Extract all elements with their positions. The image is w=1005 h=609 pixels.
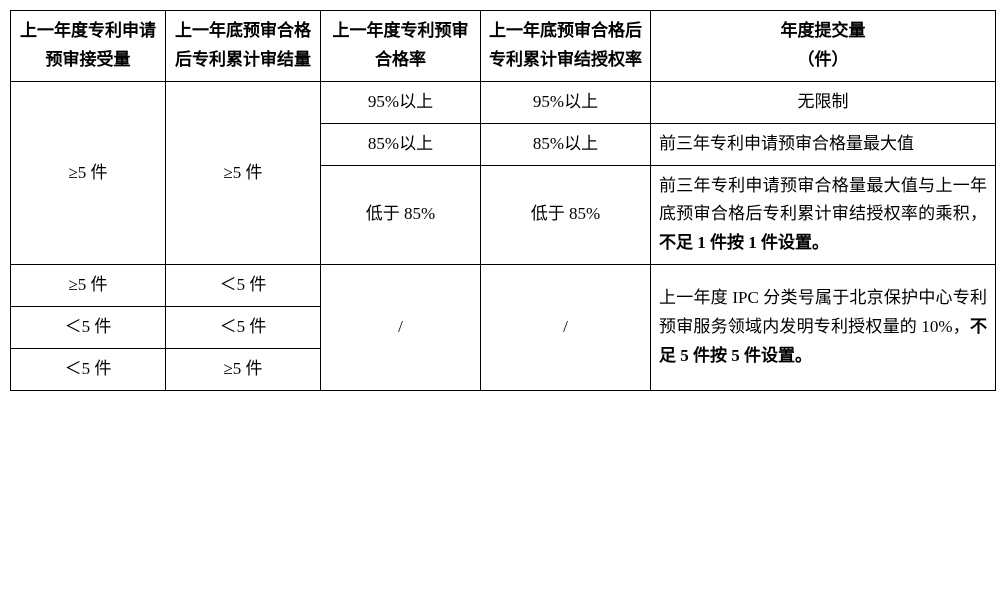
cell-rate-95: 95%以上 xyxy=(321,81,481,123)
col-header-2: 上一年底预审合格后专利累计审结量 xyxy=(166,11,321,82)
table-row: ≥5 件 ＜5 件 / / 上一年度 IPC 分类号属于北京保护中心专利预审服务… xyxy=(11,265,996,307)
cell-rate-lt85: 低于 85% xyxy=(321,165,481,265)
cell-authrate-85: 85%以上 xyxy=(481,123,651,165)
col-header-5: 年度提交量 （件） xyxy=(651,11,996,82)
cell-limit-none: 无限制 xyxy=(651,81,996,123)
cell-accept-ge5-b: ≥5 件 xyxy=(11,265,166,307)
cell-limit-ipc10pct: 上一年度 IPC 分类号属于北京保护中心专利预审服务领域内发明专利授权量的 10… xyxy=(651,265,996,391)
cell-accept-lt5-b: ＜5 件 xyxy=(11,349,166,391)
cell-accept-lt5-a: ＜5 件 xyxy=(11,307,166,349)
col-header-1: 上一年度专利申请预审接受量 xyxy=(11,11,166,82)
cell-slash-1: / xyxy=(321,265,481,391)
cell-limit-max3yr: 前三年专利申请预审合格量最大值 xyxy=(651,123,996,165)
cell-accept-ge5: ≥5 件 xyxy=(11,81,166,264)
cell-limit-ipc10pct-text: 上一年度 IPC 分类号属于北京保护中心专利预审服务领域内发明专利授权量的 10… xyxy=(659,288,987,336)
cell-complete-ge5: ≥5 件 xyxy=(166,81,321,264)
col-header-4: 上一年底预审合格后专利累计审结授权率 xyxy=(481,11,651,82)
table-header-row: 上一年度专利申请预审接受量 上一年底预审合格后专利累计审结量 上一年度专利预审合… xyxy=(11,11,996,82)
cell-complete-lt5-a: ＜5 件 xyxy=(166,265,321,307)
table-row: ≥5 件 ≥5 件 95%以上 95%以上 无限制 xyxy=(11,81,996,123)
col-header-3: 上一年度专利预审合格率 xyxy=(321,11,481,82)
cell-limit-product-bold: 不足 1 件按 1 件设置。 xyxy=(659,233,829,252)
cell-rate-85: 85%以上 xyxy=(321,123,481,165)
cell-complete-ge5-b: ≥5 件 xyxy=(166,349,321,391)
col-header-5-line1: 年度提交量 xyxy=(781,21,866,40)
col-header-5-line2: （件） xyxy=(798,50,849,69)
policy-table: 上一年度专利申请预审接受量 上一年底预审合格后专利累计审结量 上一年度专利预审合… xyxy=(10,10,996,391)
cell-slash-2: / xyxy=(481,265,651,391)
cell-authrate-lt85: 低于 85% xyxy=(481,165,651,265)
cell-complete-lt5-b: ＜5 件 xyxy=(166,307,321,349)
cell-limit-product: 前三年专利申请预审合格量最大值与上一年底预审合格后专利累计审结授权率的乘积， 不足… xyxy=(651,165,996,265)
cell-authrate-95: 95%以上 xyxy=(481,81,651,123)
cell-limit-product-text: 前三年专利申请预审合格量最大值与上一年底预审合格后专利累计审结授权率的乘积， xyxy=(659,176,987,224)
